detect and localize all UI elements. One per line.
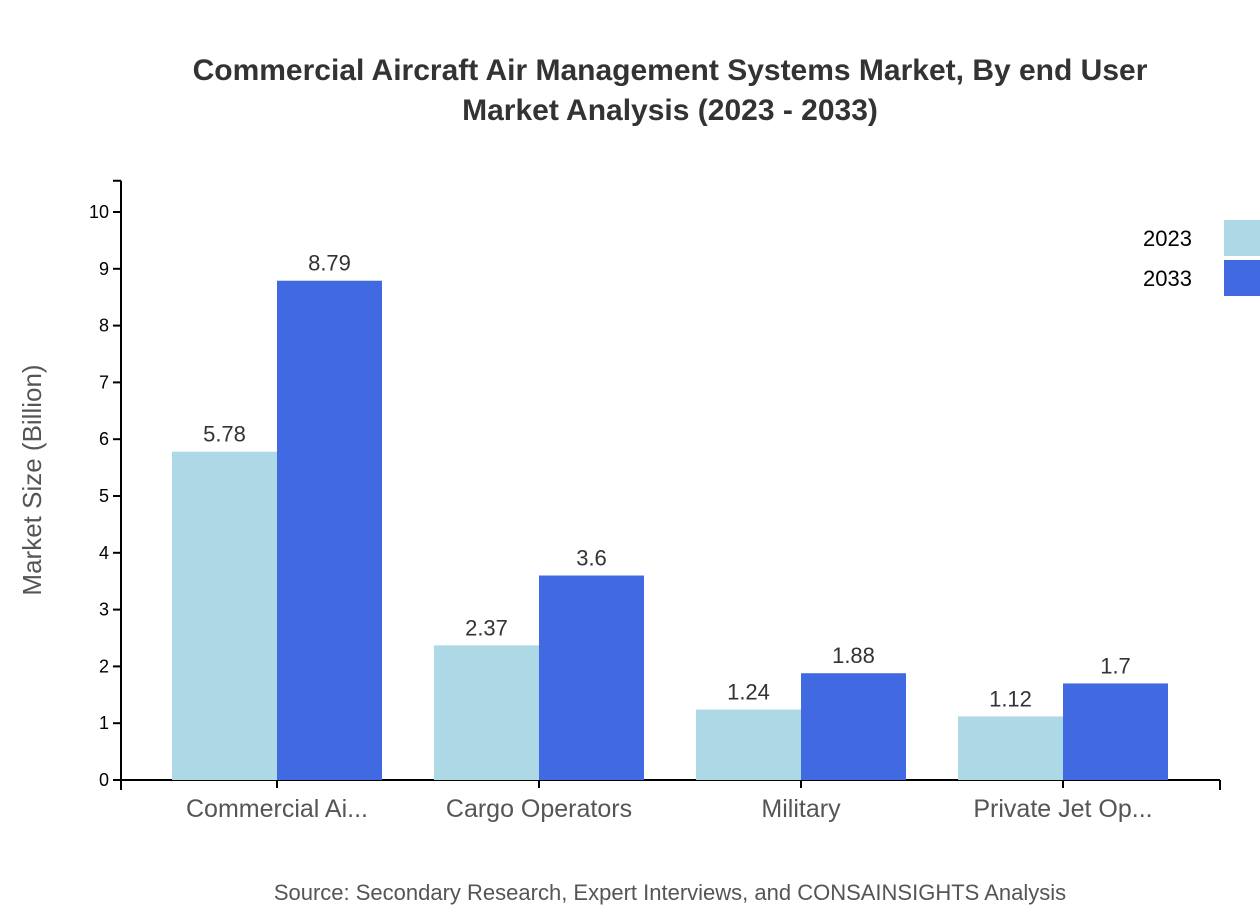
data-label: 1.24 [727, 680, 770, 705]
y-tick-label: 9 [99, 259, 109, 279]
data-label: 1.7 [1100, 653, 1131, 678]
y-tick-label: 1 [99, 713, 109, 733]
y-tick-label: 5 [99, 486, 109, 506]
x-axis: Commercial Ai... Cargo Operators Military P… [120, 779, 1221, 823]
x-tick-label: Private Jet Op... [973, 795, 1152, 823]
y-tick-label: 8 [99, 316, 109, 336]
legend-label: 2023 [1143, 226, 1192, 251]
y-tick-label: 3 [99, 600, 109, 620]
data-label: 1.12 [989, 686, 1032, 711]
y-tick-label: 0 [99, 770, 109, 790]
y-axis: 0 1 2 3 4 5 6 7 8 9 10 [89, 179, 122, 790]
bar-2033 [801, 673, 906, 780]
data-label: 3.6 [576, 546, 607, 571]
y-tick-label: 10 [89, 202, 109, 222]
bar-2023 [434, 645, 539, 780]
bars: 5.78 8.79 2.37 3.6 1.24 1.88 1.12 1.7 [172, 251, 1168, 780]
y-tick-label: 6 [99, 429, 109, 449]
bar-2033 [1063, 683, 1168, 780]
data-label: 8.79 [308, 251, 351, 276]
y-tick-label: 2 [99, 656, 109, 676]
bar-2023 [172, 451, 277, 780]
x-tick-label: Military [761, 795, 841, 823]
data-label: 5.78 [203, 422, 246, 447]
legend: 2023 2033 [1143, 220, 1260, 296]
bar-2033 [277, 280, 382, 780]
bar-2023 [958, 716, 1063, 780]
x-tick-label: Cargo Operators [446, 795, 632, 823]
data-label: 1.88 [832, 643, 875, 668]
data-label: 2.37 [465, 615, 508, 640]
chart-title-line-2: Market Analysis (2023 - 2033) [462, 94, 878, 127]
x-tick-label: Commercial Ai... [186, 795, 368, 823]
chart-title-line-1: Commercial Aircraft Air Management Syste… [193, 54, 1148, 87]
y-axis-label: Market Size (Billion) [17, 364, 47, 595]
bar-2023 [696, 709, 801, 780]
y-tick-label: 7 [99, 372, 109, 392]
legend-swatch [1224, 260, 1260, 296]
y-tick-label: 4 [99, 543, 109, 563]
legend-label: 2033 [1143, 266, 1192, 291]
bar-2033 [539, 575, 644, 780]
source-note: Source: Secondary Research, Expert Inter… [274, 880, 1066, 905]
legend-swatch [1224, 220, 1260, 256]
